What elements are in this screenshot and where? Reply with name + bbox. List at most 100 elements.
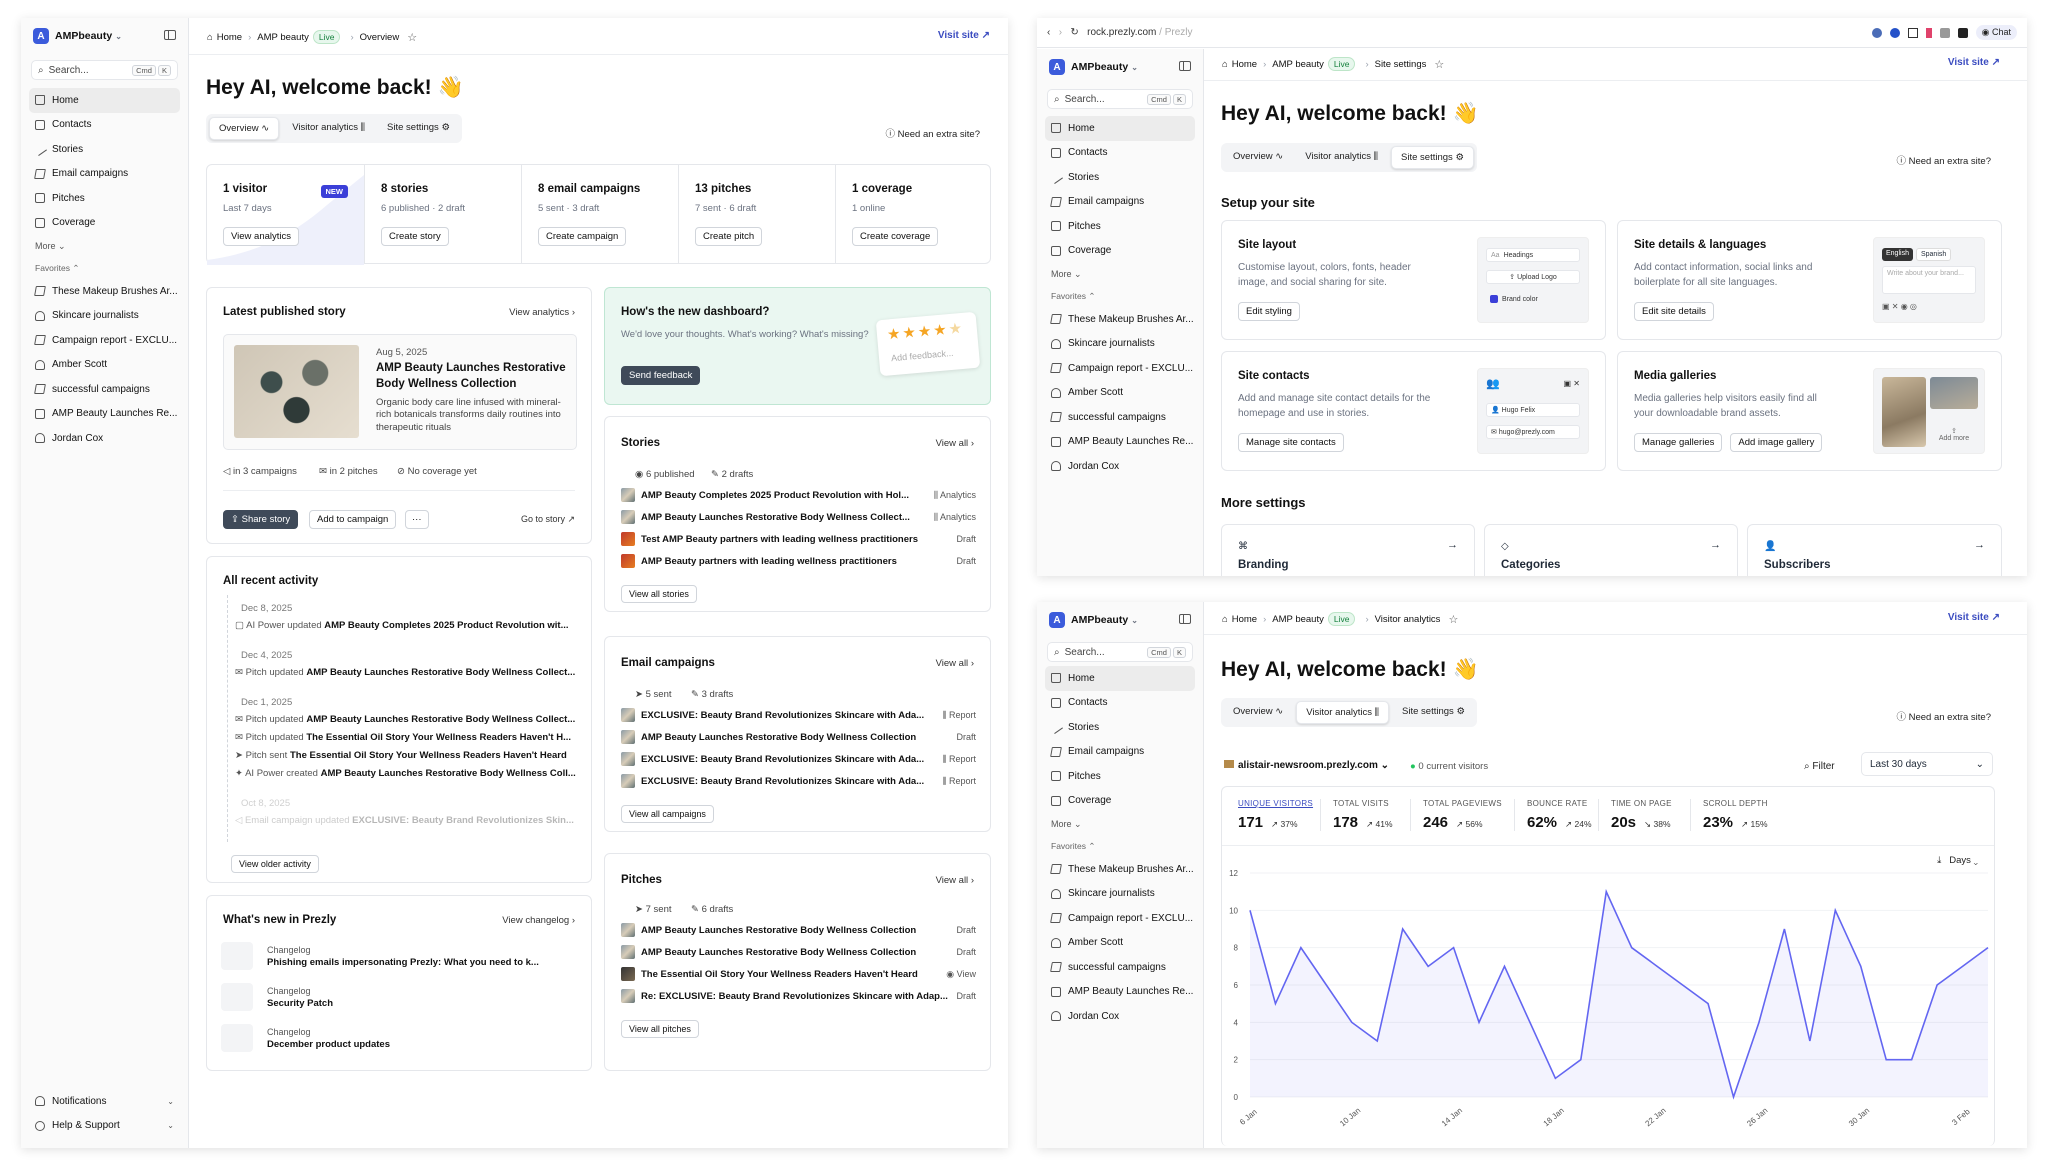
- breadcrumb-site[interactable]: AMP beauty: [1272, 613, 1324, 625]
- list-item[interactable]: AMP Beauty Completes 2025 Product Revolu…: [621, 484, 976, 506]
- activity-item[interactable]: ▢ AI Power updated AMP Beauty Completes …: [235, 620, 577, 631]
- visit-site-link[interactable]: Visit site ↗: [938, 30, 990, 41]
- extension-icon[interactable]: [1907, 27, 1918, 38]
- favorite-item[interactable]: Jordan Cox: [1045, 454, 1195, 479]
- favorite-item[interactable]: Skincare journalists: [29, 304, 180, 329]
- view-older-activity-button[interactable]: View older activity: [231, 855, 319, 873]
- report-link[interactable]: ⫼ Report: [942, 776, 976, 787]
- activity-item[interactable]: ✉ Pitch updated AMP Beauty Launches Rest…: [235, 667, 577, 678]
- metric-time-on-page[interactable]: TIME ON PAGE 20s ↘ 38%: [1598, 799, 1672, 831]
- view-all-pitches-button[interactable]: View all pitches: [621, 1020, 699, 1038]
- tab-visitor-analytics[interactable]: Visitor analytics ⫼: [1296, 701, 1390, 724]
- tab-site-settings[interactable]: Site settings ⚙: [1391, 146, 1474, 169]
- sidebar-item-help[interactable]: Help & Support ⌄: [29, 1114, 180, 1139]
- tab-overview[interactable]: Overview ∿: [209, 117, 280, 140]
- interval-select[interactable]: ⤓ Days ⌄: [1937, 855, 1978, 866]
- metric-unique-visitors[interactable]: UNIQUE VISITORS 171 ↗ 37%: [1238, 799, 1313, 831]
- site-selector[interactable]: alistair-newsroom.prezly.com ⌄: [1224, 760, 1389, 771]
- sidebar-item-email-campaigns[interactable]: Email campaigns: [1045, 740, 1195, 765]
- favorite-item[interactable]: These Makeup Brushes Ar...: [29, 279, 180, 304]
- sidebar-item-stories[interactable]: Stories: [1045, 165, 1195, 190]
- favorite-item[interactable]: Campaign report - EXCLU...: [29, 328, 180, 353]
- favorite-item[interactable]: successful campaigns: [1045, 955, 1195, 980]
- more-toggle[interactable]: More ⌄: [1051, 818, 1082, 830]
- sidebar-item-pitches[interactable]: Pitches: [1045, 764, 1195, 789]
- analytics-link[interactable]: ⫼ Analytics: [934, 512, 976, 523]
- sidebar-item-coverage[interactable]: Coverage: [1045, 789, 1195, 814]
- sidebar-item-email-campaigns[interactable]: Email campaigns: [29, 162, 180, 187]
- extra-site-link[interactable]: ⓘ Need an extra site?: [885, 126, 980, 140]
- org-switcher[interactable]: A AMPbeauty ⌄: [1049, 59, 1138, 75]
- view-link[interactable]: ◉ View: [946, 969, 976, 980]
- list-item[interactable]: EXCLUSIVE: Beauty Brand Revolutionizes S…: [621, 704, 976, 726]
- list-item[interactable]: AMP Beauty Launches Restorative Body Wel…: [621, 726, 976, 748]
- list-item[interactable]: Test AMP Beauty partners with leading we…: [621, 528, 976, 550]
- more-options-button[interactable]: ···: [405, 510, 429, 529]
- sidebar-item-stories[interactable]: Stories: [1045, 715, 1195, 740]
- metric-scroll-depth[interactable]: SCROLL DEPTH 23% ↗ 15%: [1690, 799, 1768, 831]
- extension-icon[interactable]: [1889, 27, 1900, 38]
- metric-total-pageviews[interactable]: TOTAL PAGEVIEWS 246 ↗ 56%: [1410, 799, 1502, 831]
- share-story-button[interactable]: ⇪ Share story: [223, 510, 299, 529]
- sidebar-item-coverage[interactable]: Coverage: [1045, 239, 1195, 264]
- view-all-stories-button[interactable]: View all stories: [621, 585, 697, 603]
- extension-icon[interactable]: [1957, 27, 1968, 38]
- sidebar-toggle-icon[interactable]: [164, 30, 176, 40]
- changelog-item[interactable]: Changelog December product updates: [221, 1022, 390, 1054]
- categories-card[interactable]: ◇ → Categories: [1484, 524, 1738, 576]
- sidebar-item-stories[interactable]: Stories: [29, 137, 180, 162]
- more-toggle[interactable]: More ⌄: [1051, 268, 1082, 280]
- view-analytics-button[interactable]: View analytics: [223, 227, 300, 246]
- favorite-item[interactable]: These Makeup Brushes Ar...: [1045, 307, 1195, 332]
- view-all-stories-link[interactable]: View all ›: [935, 438, 974, 449]
- list-item[interactable]: AMP Beauty Launches Restorative Body Wel…: [621, 941, 976, 963]
- extension-icon[interactable]: [1925, 27, 1932, 38]
- report-link[interactable]: ⫼ Report: [942, 710, 976, 721]
- sidebar-item-email-campaigns[interactable]: Email campaigns: [1045, 190, 1195, 215]
- add-to-campaign-button[interactable]: Add to campaign: [309, 510, 397, 529]
- filter-button[interactable]: ⌕ Filter: [1804, 761, 1835, 772]
- date-range-select[interactable]: Last 30 days ⌄: [1861, 752, 1993, 776]
- list-item[interactable]: The Essential Oil Story Your Wellness Re…: [621, 963, 976, 985]
- extra-site-link[interactable]: ⓘ Need an extra site?: [1896, 153, 1991, 167]
- sidebar-toggle-icon[interactable]: [1179, 61, 1191, 71]
- sidebar-item-contacts[interactable]: Contacts: [29, 113, 180, 138]
- tab-site-settings[interactable]: Site settings ⚙: [378, 117, 459, 140]
- breadcrumb-home[interactable]: Home: [1231, 613, 1258, 625]
- favorites-header[interactable]: Favorites ⌃: [1051, 840, 1096, 852]
- favorite-item[interactable]: Amber Scott: [1045, 381, 1195, 406]
- favorite-item[interactable]: Skincare journalists: [1045, 332, 1195, 357]
- favorites-header[interactable]: Favorites ⌃: [35, 262, 80, 274]
- report-link[interactable]: ⫼ Report: [942, 754, 976, 765]
- sidebar-item-contacts[interactable]: Contacts: [1045, 691, 1195, 716]
- activity-item[interactable]: ✉ Pitch updated The Essential Oil Story …: [235, 732, 577, 743]
- list-item[interactable]: EXCLUSIVE: Beauty Brand Revolutionizes S…: [621, 770, 976, 792]
- visit-site-link[interactable]: Visit site ↗: [1948, 57, 2000, 68]
- search-input[interactable]: ⌕ Search... Cmd K: [1047, 642, 1193, 662]
- favorite-item[interactable]: Amber Scott: [1045, 931, 1195, 956]
- org-switcher[interactable]: A AMPbeauty ⌄: [1049, 612, 1138, 628]
- sidebar-item-pitches[interactable]: Pitches: [29, 186, 180, 211]
- visit-site-link[interactable]: Visit site ↗: [1948, 612, 2000, 623]
- search-input[interactable]: ⌕ Search... Cmd K: [1047, 89, 1193, 109]
- tab-visitor-analytics[interactable]: Visitor analytics ⫼: [1296, 146, 1387, 169]
- star-icon[interactable]: ☆: [1448, 613, 1459, 626]
- activity-item[interactable]: ✦ AI Power created AMP Beauty Launches R…: [235, 768, 577, 779]
- breadcrumb-site[interactable]: AMP beauty: [257, 31, 309, 43]
- breadcrumb-home[interactable]: Home: [216, 31, 243, 43]
- metric-bounce-rate[interactable]: BOUNCE RATE 62% ↗ 24%: [1514, 799, 1592, 831]
- activity-item[interactable]: ◁ Email campaign updated EXCLUSIVE: Beau…: [235, 815, 577, 826]
- favorite-item[interactable]: successful campaigns: [1045, 405, 1195, 430]
- favorite-item[interactable]: Campaign report - EXCLU...: [1045, 356, 1195, 381]
- activity-item[interactable]: ✉ Pitch updated AMP Beauty Launches Rest…: [235, 714, 577, 725]
- activity-item[interactable]: ➤ Pitch sent The Essential Oil Story You…: [235, 750, 577, 761]
- extra-site-link[interactable]: ⓘ Need an extra site?: [1896, 709, 1991, 723]
- list-item[interactable]: AMP Beauty Launches Restorative Body Wel…: [621, 919, 976, 941]
- search-input[interactable]: ⌕ Search... Cmd K: [31, 60, 178, 80]
- edit-site-details-button[interactable]: Edit site details: [1634, 302, 1714, 321]
- view-all-campaigns-link[interactable]: View all ›: [935, 658, 974, 669]
- sidebar-item-notifications[interactable]: Notifications ⌄: [29, 1089, 180, 1114]
- tab-visitor-analytics[interactable]: Visitor analytics ⫼: [283, 117, 374, 140]
- back-icon[interactable]: ‹: [1047, 27, 1051, 38]
- metric-total-visits[interactable]: TOTAL VISITS 178 ↗ 41%: [1320, 799, 1393, 831]
